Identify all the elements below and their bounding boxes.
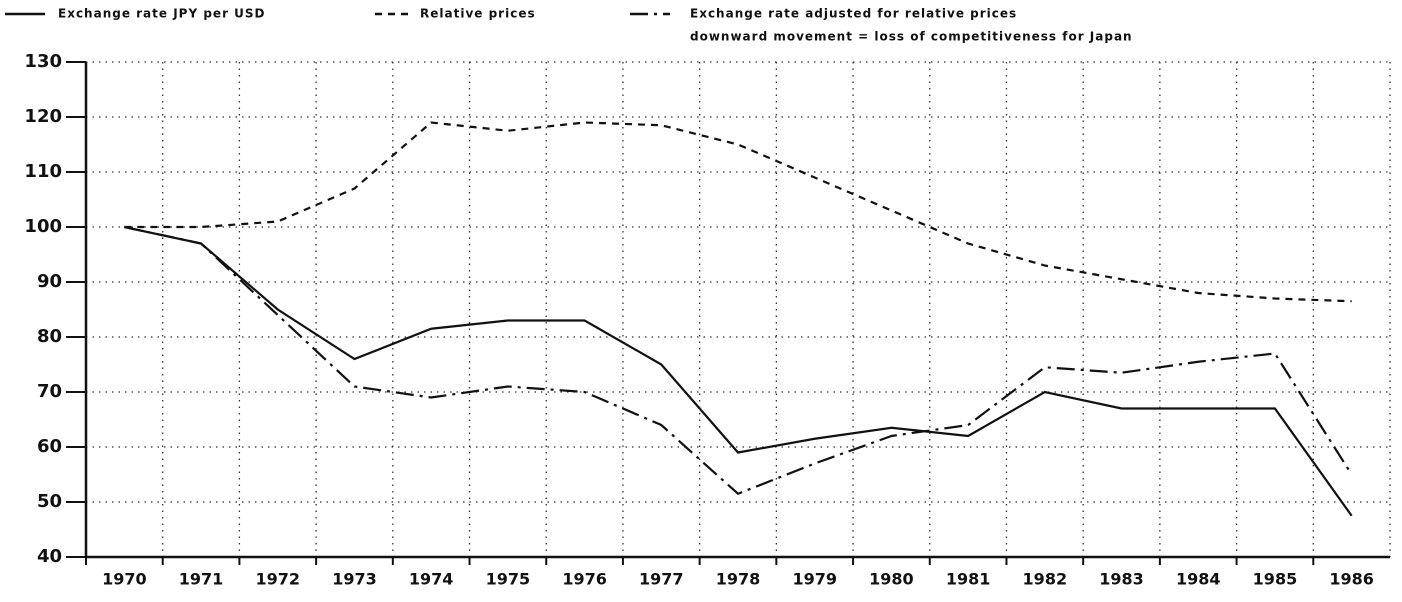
x-tick-label: 1978 bbox=[716, 570, 761, 589]
x-tick-label: 1977 bbox=[639, 570, 684, 589]
legend-label: Exchange rate JPY per USD bbox=[58, 7, 266, 21]
y-tick-label: 60 bbox=[37, 436, 62, 457]
y-tick-label: 70 bbox=[37, 381, 62, 402]
y-tick-label: 110 bbox=[24, 161, 62, 182]
y-tick-label: 90 bbox=[37, 271, 62, 292]
legend-label: Exchange rate adjusted for relative pric… bbox=[690, 7, 1017, 21]
x-tick-label: 1979 bbox=[792, 570, 837, 589]
y-tick-label: 80 bbox=[37, 326, 62, 347]
legend-label: Relative prices bbox=[420, 7, 536, 21]
x-tick-label: 1974 bbox=[409, 570, 454, 589]
y-tick-label: 40 bbox=[37, 546, 62, 567]
y-tick-label: 50 bbox=[37, 491, 62, 512]
y-tick-label: 130 bbox=[24, 51, 62, 72]
x-tick-label: 1975 bbox=[486, 570, 531, 589]
x-tick-label: 1973 bbox=[332, 570, 377, 589]
x-tick-label: 1982 bbox=[1023, 570, 1068, 589]
y-tick-label: 100 bbox=[24, 216, 62, 237]
series-line bbox=[124, 225, 1353, 517]
x-tick-label: 1970 bbox=[102, 570, 147, 589]
x-tick-label: 1981 bbox=[946, 570, 991, 589]
x-tick-label: 1971 bbox=[179, 570, 224, 589]
x-tick-label: 1983 bbox=[1099, 570, 1144, 589]
series-line bbox=[124, 225, 1353, 496]
x-tick-label: 1980 bbox=[869, 570, 914, 589]
series-line bbox=[124, 121, 1352, 303]
x-tick-label: 1976 bbox=[562, 570, 607, 589]
x-tick-label: 1985 bbox=[1253, 570, 1298, 589]
x-tick-label: 1984 bbox=[1176, 570, 1221, 589]
x-tick-label: 1986 bbox=[1329, 570, 1374, 589]
x-tick-label: 1972 bbox=[255, 570, 300, 589]
annotation: downward movement = loss of competitiven… bbox=[690, 30, 1133, 44]
y-tick-label: 120 bbox=[24, 106, 62, 127]
